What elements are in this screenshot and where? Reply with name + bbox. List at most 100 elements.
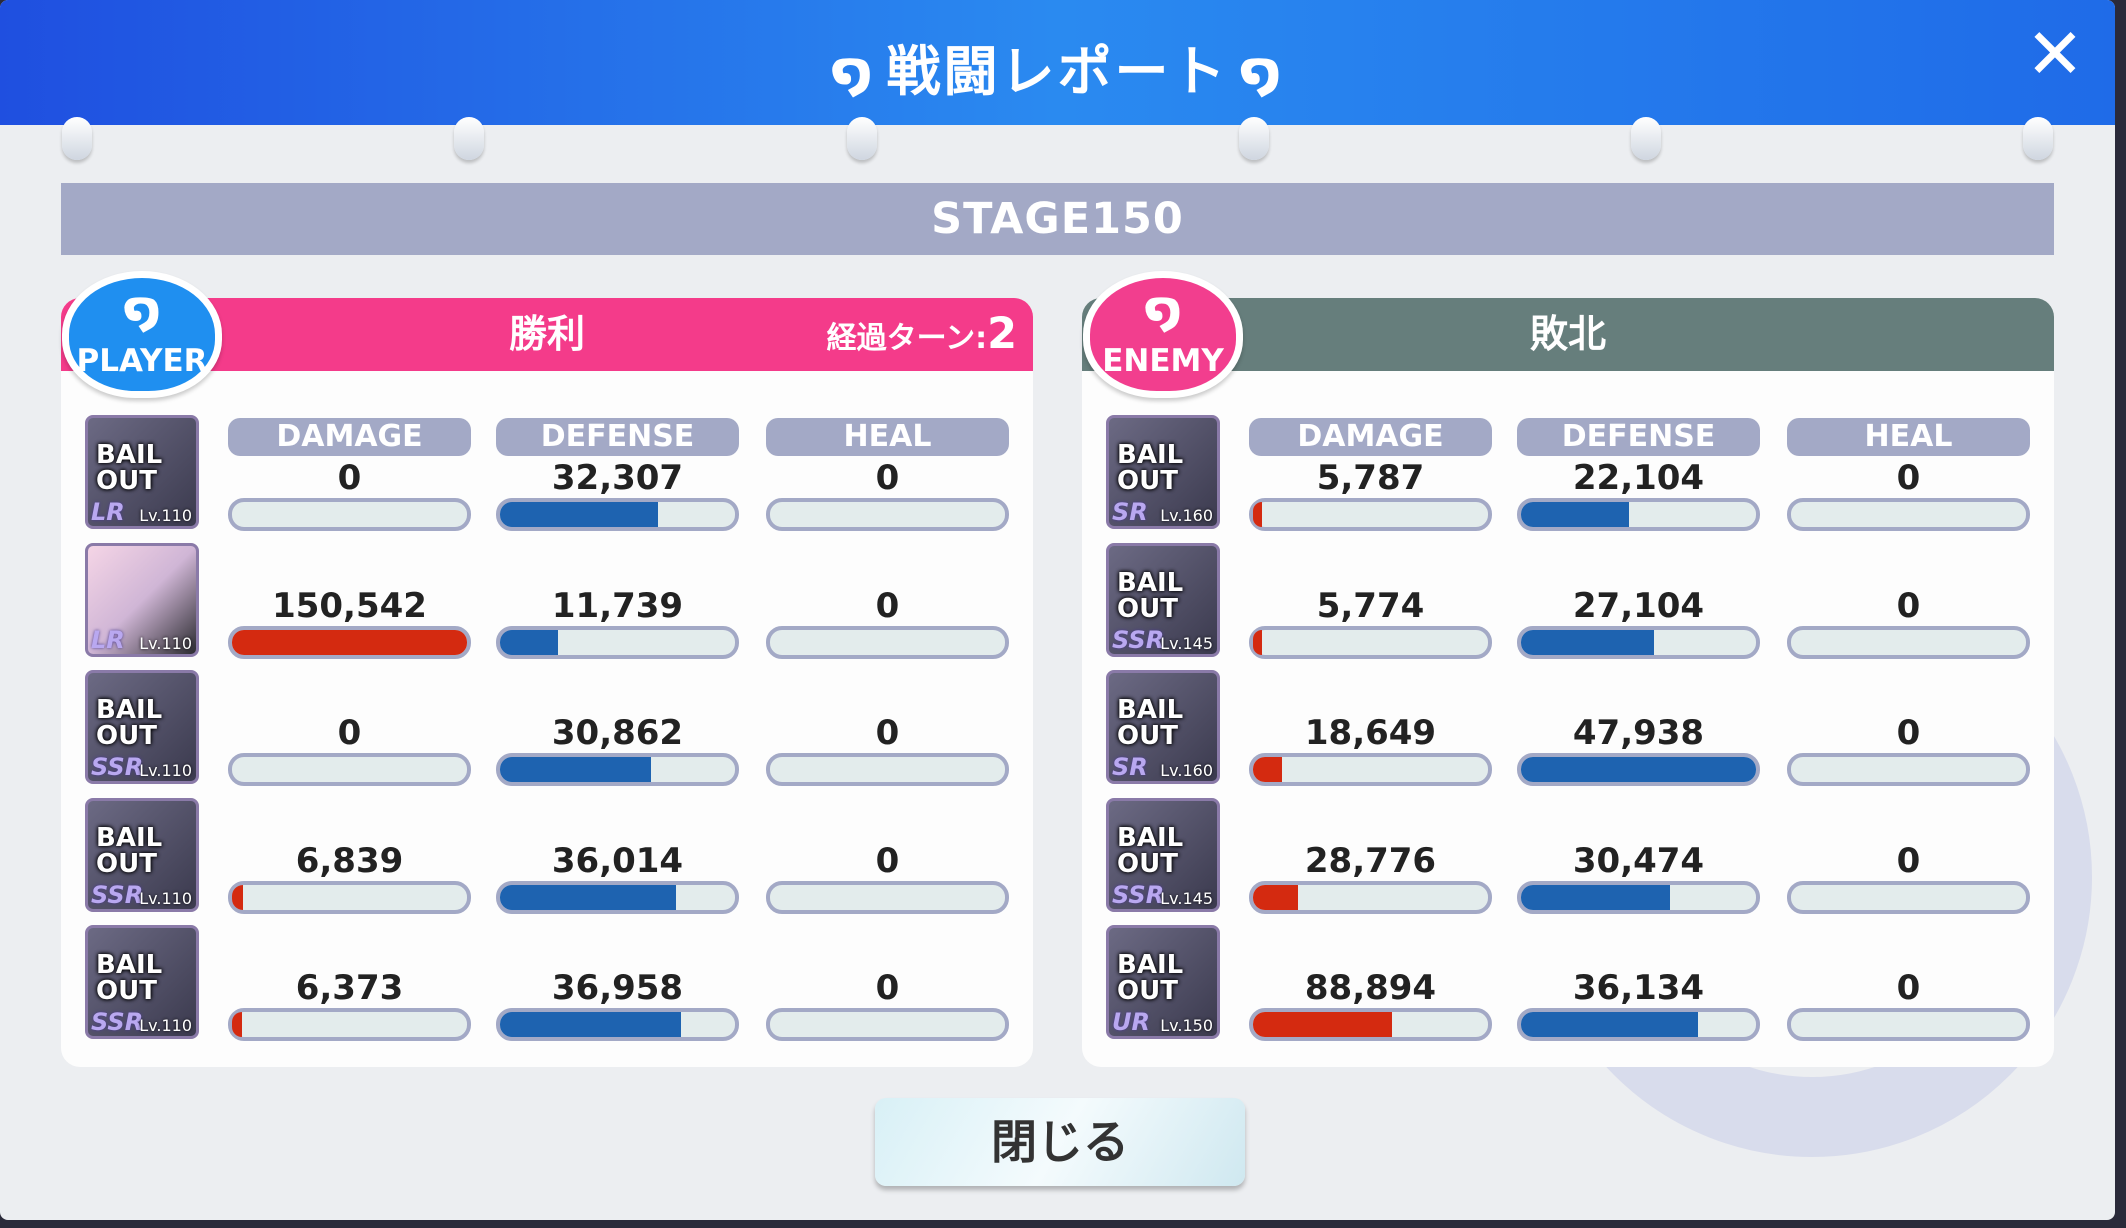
damage-value: 0 <box>337 458 362 498</box>
enemy-result: 敗北 <box>1529 312 1606 356</box>
unit-portrait[interactable]: BAIL OUT SR Lv.160 <box>1106 415 1220 529</box>
heal-bar <box>1787 753 2030 786</box>
level-label: Lv.150 <box>1160 1016 1213 1035</box>
pin-decoration <box>454 117 484 160</box>
unit-portrait[interactable]: BAIL OUT SSR Lv.145 <box>1106 797 1220 912</box>
pin-decoration <box>1631 117 1661 160</box>
heal-bar <box>766 498 1009 531</box>
defense-value: 30,862 <box>551 713 684 753</box>
damage-bar <box>1249 625 1492 659</box>
defense-bar <box>496 625 739 659</box>
unit-row: BAIL OUT SSR Lv.145 28,776 30,474 0 <box>1082 797 2054 925</box>
defense-value: 47,938 <box>1572 713 1705 753</box>
damage-value: 18,649 <box>1304 713 1437 753</box>
player-badge-text: PLAYER <box>76 343 208 379</box>
damage-bar-fill <box>232 884 243 910</box>
unit-portrait[interactable]: BAIL OUT SSR Lv.145 <box>1106 542 1220 657</box>
unit-portrait[interactable]: BAIL OUT SSR Lv.110 <box>85 925 199 1039</box>
defense-bar <box>496 753 739 786</box>
defense-value: 11,739 <box>551 585 684 626</box>
heal-value: 0 <box>1896 585 1921 626</box>
defense-bar <box>496 498 739 531</box>
unit-portrait[interactable]: BAIL OUT SSR Lv.110 <box>85 797 199 912</box>
enemy-badge-text: ENEMY <box>1102 343 1224 379</box>
defense-value: 22,104 <box>1572 458 1705 498</box>
pin-decoration <box>2023 117 2053 160</box>
defense-value: 27,104 <box>1572 585 1705 626</box>
unit-row: BAIL OUT SSR Lv.110 6,373 36,958 0 <box>61 925 1033 1052</box>
damage-bar-fill <box>232 1012 242 1037</box>
enemy-header: 敗北 <box>1082 298 2054 371</box>
close-icon[interactable]: ✕ <box>2025 13 2085 95</box>
defense-bar <box>1517 880 1760 914</box>
bail-out-label: BAIL OUT <box>1117 440 1184 496</box>
unit-portrait[interactable]: BAIL OUT LR Lv.110 <box>85 415 199 529</box>
defense-bar <box>1517 1008 1760 1041</box>
wing-icon: ໑ <box>1144 281 1182 338</box>
wing-icon: ໑ <box>1239 40 1285 103</box>
enemy-panel: 敗北 BAIL OUT SR Lv.160 DAMAGE 5,787 DEFENS… <box>1082 298 2054 1067</box>
heal-value: 0 <box>1896 713 1921 753</box>
heal-bar <box>766 753 1009 786</box>
damage-value: 6,373 <box>295 968 404 1008</box>
defense-bar-fill <box>1521 1012 1699 1037</box>
unit-portrait[interactable]: BAIL OUT SR Lv.160 <box>1106 670 1220 784</box>
damage-value: 150,542 <box>272 585 427 626</box>
rarity-label: SSR <box>91 880 144 909</box>
unit-portrait[interactable]: LR Lv.110 <box>85 542 199 657</box>
bail-out-label: BAIL OUT <box>1117 695 1184 751</box>
heal-bar <box>766 625 1009 659</box>
title-text: 戦闘レポート <box>886 40 1229 103</box>
title-bar: ໑戦闘レポート໑ ✕ <box>0 0 2115 125</box>
level-label: Lv.110 <box>139 1016 192 1035</box>
level-label: Lv.110 <box>139 633 192 653</box>
rarity-label: SSR <box>91 1008 144 1036</box>
enemy-badge: ໑ ENEMY <box>1083 271 1243 398</box>
damage-value: 88,894 <box>1304 968 1437 1008</box>
damage-bar-fill <box>1253 884 1298 910</box>
heal-bar <box>766 1008 1009 1041</box>
defense-bar-fill <box>1521 629 1654 655</box>
wing-icon: ໑ <box>123 281 161 338</box>
heal-header: HEAL <box>1787 418 2030 456</box>
unit-portrait[interactable]: BAIL OUT SSR Lv.110 <box>85 670 199 784</box>
damage-bar <box>1249 880 1492 914</box>
defense-bar <box>1517 498 1760 531</box>
rarity-label: LR <box>91 625 125 654</box>
defense-value: 36,134 <box>1572 968 1705 1008</box>
unit-row: BAIL OUT SSR Lv.110 6,839 36,014 0 <box>61 797 1033 925</box>
damage-bar-fill <box>232 629 467 655</box>
level-label: Lv.110 <box>139 506 192 525</box>
unit-portrait[interactable]: BAIL OUT UR Lv.150 <box>1106 925 1220 1039</box>
bail-out-label: BAIL OUT <box>96 822 163 879</box>
player-badge: ໑ PLAYER <box>62 271 222 398</box>
heal-bar <box>1787 1008 2030 1041</box>
damage-bar <box>228 753 471 786</box>
rarity-label: LR <box>91 498 125 526</box>
defense-value: 36,014 <box>551 840 684 881</box>
defense-bar <box>496 1008 739 1041</box>
dialog-title: ໑戦闘レポート໑ <box>0 27 2115 106</box>
rarity-label: SSR <box>1112 880 1165 909</box>
defense-header: DEFENSE <box>1517 418 1760 456</box>
damage-bar <box>228 1008 471 1041</box>
pin-decoration <box>1239 117 1269 160</box>
rarity-label: SSR <box>1112 625 1165 654</box>
damage-bar-fill <box>1253 1012 1392 1037</box>
close-button[interactable]: 閉じる <box>875 1098 1245 1186</box>
unit-row: BAIL OUT LR Lv.110 DAMAGE 0 DEFENSE 32,30… <box>61 415 1033 542</box>
damage-bar <box>1249 1008 1492 1041</box>
player-result: 勝利 <box>508 312 585 356</box>
damage-header: DAMAGE <box>1249 418 1492 456</box>
unit-row: BAIL OUT SSR Lv.110 0 30,862 0 <box>61 670 1033 797</box>
level-label: Lv.160 <box>1160 761 1213 780</box>
stage-label: STAGE150 <box>61 183 2054 255</box>
damage-header: DAMAGE <box>228 418 471 456</box>
defense-header: DEFENSE <box>496 418 739 456</box>
heal-bar <box>1787 498 2030 531</box>
heal-bar <box>766 880 1009 914</box>
defense-bar <box>1517 625 1760 659</box>
defense-bar-fill <box>1521 757 1756 782</box>
player-panel: 勝利 経過ターン:2 BAIL OUT LR Lv.110 DAMAGE 0 DE… <box>61 298 1033 1067</box>
defense-bar-fill <box>500 629 558 655</box>
